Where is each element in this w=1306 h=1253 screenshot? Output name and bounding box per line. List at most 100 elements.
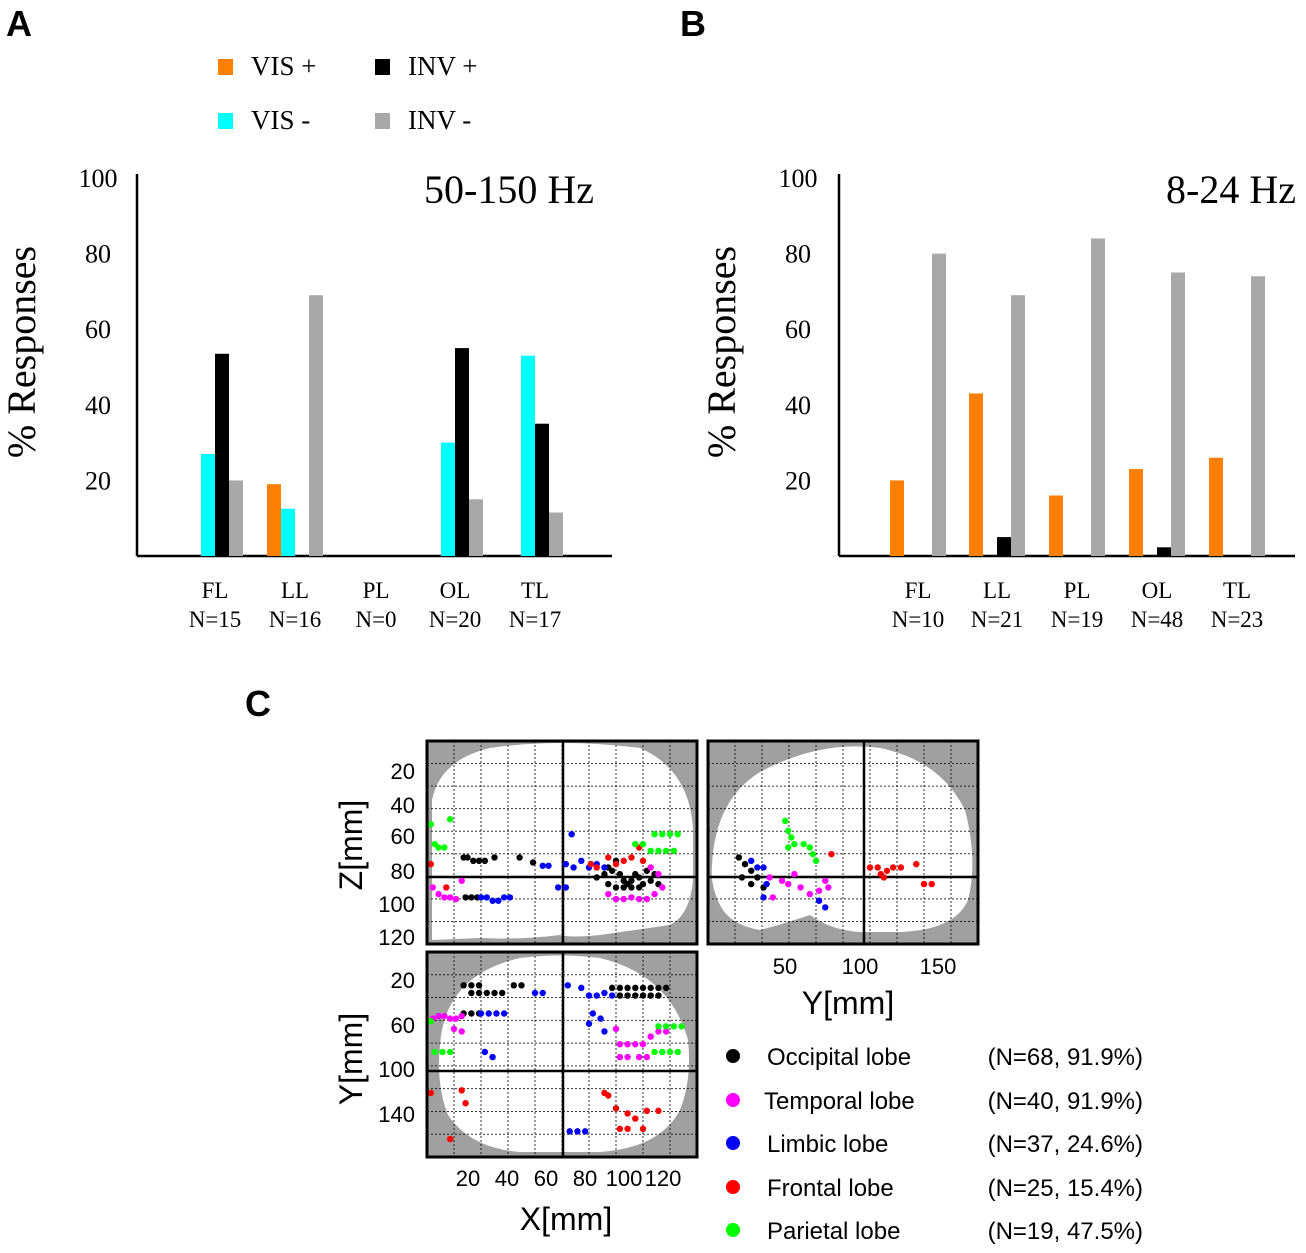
category-n-label: N=16 xyxy=(269,607,322,632)
legend-dot-temporal xyxy=(726,1093,740,1107)
electrode-occipital xyxy=(510,982,517,989)
category-label: FL xyxy=(202,578,229,603)
electrode-temporal xyxy=(616,1041,624,1048)
electrode-parietal xyxy=(655,1023,662,1030)
electrode-limbic xyxy=(489,1053,496,1061)
bar-inv_minus-pl xyxy=(1091,238,1105,557)
electrode-limbic xyxy=(574,1128,581,1135)
electrode-parietal xyxy=(800,840,807,848)
electrode-limbic xyxy=(763,880,770,888)
electrode-occipital xyxy=(616,870,624,878)
electrode-occipital xyxy=(624,992,631,999)
electrode-temporal xyxy=(452,1015,460,1022)
electrode-frontal xyxy=(880,874,888,881)
legend-lobe-stats: (N=25, 15.4%) xyxy=(988,1175,1143,1202)
electrode-occipital xyxy=(647,984,654,992)
electrode-limbic xyxy=(562,860,570,868)
electrode-limbic xyxy=(760,864,767,871)
electrode-occipital xyxy=(518,982,525,989)
category-n-label: N=0 xyxy=(355,607,396,632)
electrode-limbic xyxy=(815,897,823,904)
brain-view-coronal xyxy=(425,739,699,946)
electrode-occipital xyxy=(616,984,624,992)
electrode-temporal xyxy=(605,890,612,898)
legend-label-vis_minus: VIS - xyxy=(251,105,310,135)
x-tick-label: 120 xyxy=(645,1166,682,1191)
electrode-parietal xyxy=(441,844,448,851)
bar-vis_minus-fl xyxy=(201,453,215,556)
electrode-parietal xyxy=(785,827,792,835)
electrode-occipital xyxy=(468,1010,475,1017)
panel-label-a: A xyxy=(6,3,32,44)
legend-lobe-stats: (N=37, 24.6%) xyxy=(988,1131,1143,1158)
view-frame xyxy=(706,739,980,946)
electrode-occipital xyxy=(738,874,746,881)
electrode-parietal xyxy=(809,850,817,858)
bar-vis_plus-ll xyxy=(267,484,281,556)
x-tick-label: 100 xyxy=(606,1166,643,1191)
category-n-label: N=20 xyxy=(429,607,482,632)
electrode-limbic xyxy=(601,1028,608,1035)
electrode-temporal xyxy=(806,890,814,898)
legend-lobe-name: Temporal lobe xyxy=(764,1088,915,1115)
electrode-occipital xyxy=(481,857,489,865)
electrode-limbic xyxy=(485,1010,492,1017)
electrode-frontal xyxy=(587,860,595,868)
electrode-limbic xyxy=(568,830,575,838)
electrode-parietal xyxy=(446,1048,454,1056)
electrode-frontal xyxy=(874,864,881,871)
electrode-limbic xyxy=(589,1010,597,1017)
legend-dot-parietal xyxy=(726,1223,740,1237)
electrode-temporal xyxy=(441,1012,448,1020)
electrode-parietal xyxy=(785,844,792,851)
legend-swatch-vis_minus xyxy=(218,113,233,129)
category-label: FL xyxy=(905,578,932,603)
electrode-limbic xyxy=(506,894,514,901)
electrode-parietal xyxy=(812,857,820,865)
legend-label-vis_plus: VIS + xyxy=(251,51,316,81)
electrode-occipital xyxy=(632,992,639,999)
legend-lobe-name: Parietal lobe xyxy=(767,1218,900,1245)
electrode-occipital xyxy=(468,894,475,901)
electrode-occipital xyxy=(639,984,647,992)
bar-inv_plus-tl xyxy=(535,423,549,556)
category-label: OL xyxy=(1142,578,1173,603)
legend-label-inv_minus: INV - xyxy=(408,105,471,135)
y-tick-label: 20 xyxy=(85,466,111,495)
electrode-parietal xyxy=(659,1048,666,1056)
electrode-parietal xyxy=(666,1048,674,1056)
sagittal-tick-label: 100 xyxy=(842,954,879,979)
electrode-occipital xyxy=(741,860,749,868)
electrode-temporal xyxy=(815,887,823,894)
electrode-occipital xyxy=(616,992,624,999)
y-tick-label: 140 xyxy=(378,1102,415,1127)
category-n-label: N=10 xyxy=(892,607,945,632)
electrode-occipital xyxy=(529,859,537,866)
electrode-frontal xyxy=(462,1099,469,1107)
electrode-temporal xyxy=(655,870,662,878)
electrode-limbic xyxy=(760,894,767,901)
electrode-frontal xyxy=(639,857,647,865)
electrode-occipital xyxy=(468,982,475,989)
electrode-parietal xyxy=(632,840,639,848)
z-tick-label: 40 xyxy=(391,793,415,818)
electrode-parietal xyxy=(788,834,795,841)
category-label: TL xyxy=(1223,578,1251,603)
electrode-occipital xyxy=(483,989,490,997)
electrode-temporal xyxy=(632,1041,639,1048)
bar-inv_plus-fl xyxy=(215,353,229,556)
electrode-parietal xyxy=(662,1023,670,1030)
x-tick-label: 40 xyxy=(495,1166,519,1191)
electrode-temporal xyxy=(643,1053,651,1061)
electrode-temporal xyxy=(825,884,832,891)
electrode-temporal xyxy=(791,870,798,878)
bar-vis_minus-ll xyxy=(281,508,295,556)
bar-vis_minus-tl xyxy=(521,355,535,556)
bar-inv_minus-ll xyxy=(1011,295,1025,556)
electrode-temporal xyxy=(797,884,804,891)
electrode-occipital xyxy=(635,874,643,881)
electrode-limbic xyxy=(545,862,552,869)
electrode-frontal xyxy=(427,1089,435,1097)
bar-chart-8-24hz: 100 80 60 40 20 % Responses 8-24 Hz FL N=10 LL N=2… xyxy=(699,164,1296,632)
